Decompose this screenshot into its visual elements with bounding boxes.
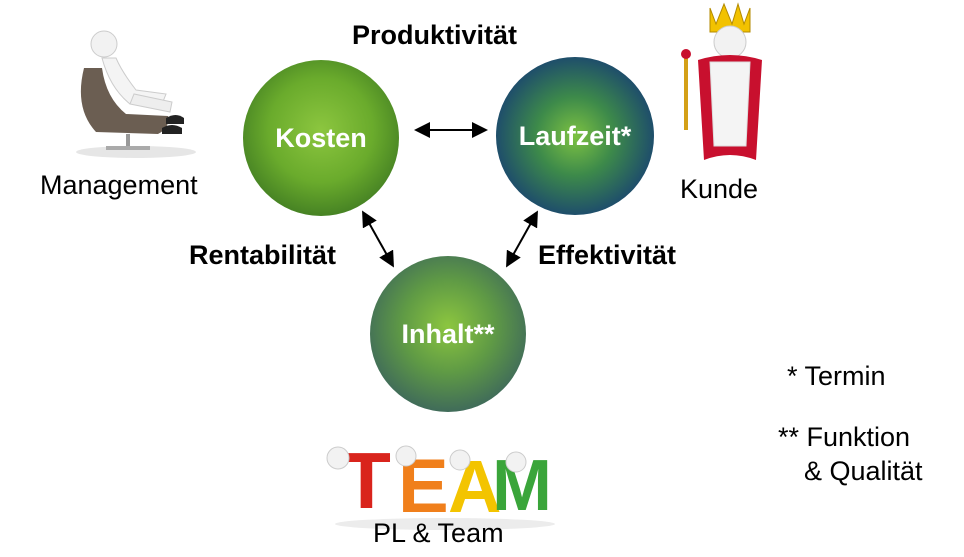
team-letter-t: T [342,436,391,525]
arrow-laufzeit-inhalt [506,210,538,268]
node-inhalt-label: Inhalt** [401,318,495,349]
footnote-qualitaet: & Qualität [804,456,923,486]
relation-effektivitaet: Effektivität [538,240,677,270]
king-figure-icon [681,2,762,160]
node-kosten: Kosten [243,60,399,216]
relation-produktivitaet: Produktivität [352,20,518,50]
team-figure-icon: T E A M [326,436,555,530]
footnote-funktion: ** Funktion [778,422,911,452]
footnote-termin: * Termin [787,361,886,391]
actor-kunde: Kunde [680,174,759,204]
arrow-kosten-inhalt [362,210,394,268]
node-inhalt: Inhalt** [370,256,526,412]
relation-rentabilitaet: Rentabilität [189,240,337,270]
actor-management: Management [40,170,198,200]
node-kosten-label: Kosten [275,122,367,153]
node-laufzeit: Laufzeit* [496,57,654,215]
management-figure-icon [76,30,196,158]
node-laufzeit-label: Laufzeit* [518,120,632,151]
actor-team: PL & Team [373,518,504,548]
